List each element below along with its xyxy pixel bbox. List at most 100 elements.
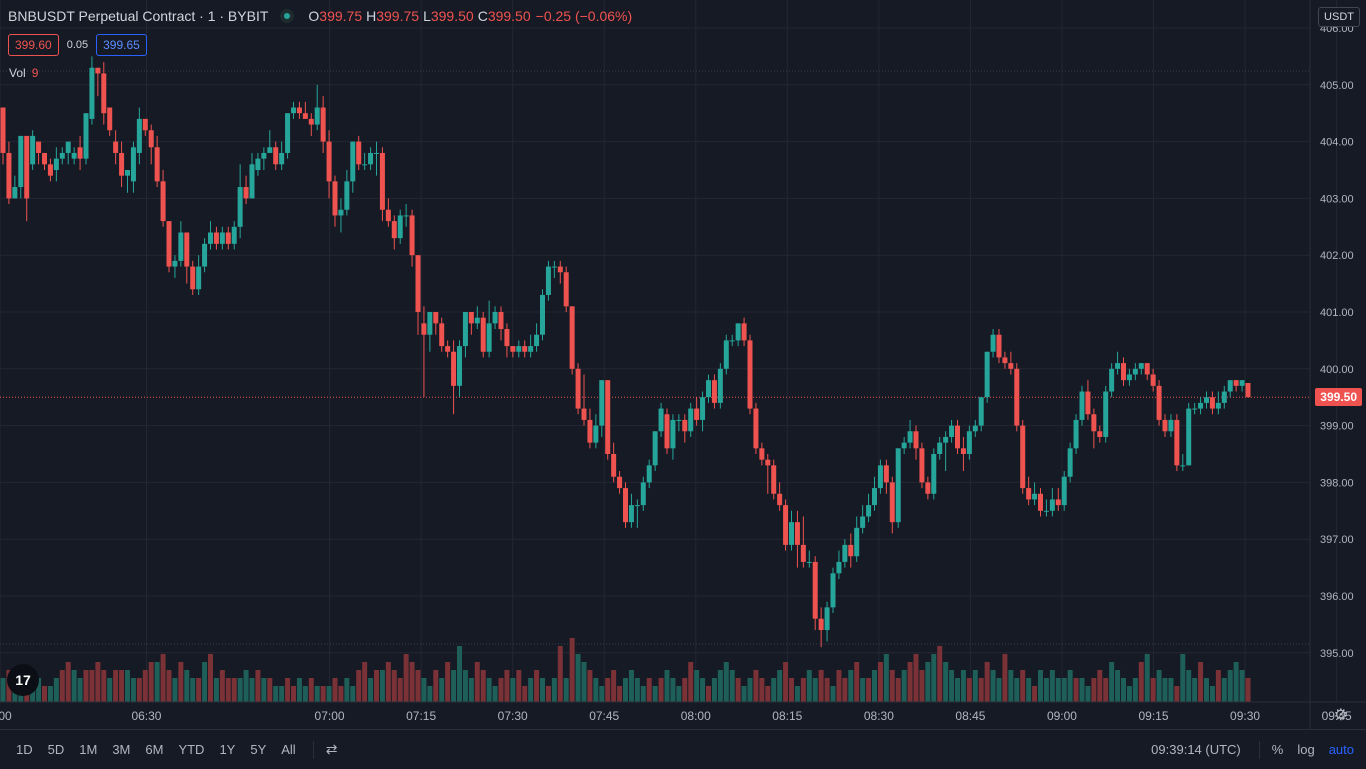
candle-body [682,419,688,432]
volume-bar [166,670,172,702]
candle-body [1008,363,1014,369]
volume-bar [53,678,59,702]
candle-body [225,232,231,244]
candle [522,340,528,358]
candle [866,493,872,523]
candle-body [1168,419,1174,432]
time-tick-label: 06:30 [131,709,161,723]
volume-bar [113,670,119,702]
range-1d-button[interactable]: 1D [16,742,33,757]
ohlc-low-value: 399.50 [430,8,474,24]
candle-body [1198,402,1204,409]
volume-bar [59,670,65,702]
volume-bar [1227,670,1233,702]
auto-scale-button[interactable]: auto [1328,742,1354,757]
sell-price-button[interactable]: 399.60 [8,34,59,56]
price-tick-label: 396.00 [1320,591,1354,603]
candle [640,476,646,511]
volume-bar [95,662,101,702]
volume-bar [1097,670,1103,702]
volume-bar [332,678,338,702]
volume-bar [658,678,664,702]
volume-bar [646,678,652,702]
volume-bar [872,670,877,702]
volume-bar [569,638,575,702]
candle [1186,402,1192,466]
candle [676,414,682,432]
price-tick-label: 404.00 [1320,137,1354,149]
volume-bar [1209,686,1215,702]
volume-bar [1186,670,1192,702]
candle-body [249,164,255,199]
volume-bar [545,686,551,702]
candle-body [777,493,783,506]
candle [403,204,409,227]
range-all-button[interactable]: All [281,742,296,757]
price-chart[interactable]: 406.00405.00404.00403.00402.00401.00400.… [0,0,1366,730]
candle-body [658,408,664,432]
volume-bar [996,678,1002,702]
utc-clock[interactable]: 09:39:14 (UTC) [1151,742,1241,757]
candle [504,323,510,358]
candle [960,436,966,472]
tradingview-logo-icon[interactable]: 17 [7,664,39,696]
candle [101,62,107,125]
candle-body [279,152,285,165]
candle [113,130,119,165]
volume-bar [1008,670,1014,702]
volume-bar [883,654,889,702]
range-3m-button[interactable]: 3M [112,742,131,757]
candle-body [427,312,433,335]
range-ytd-button[interactable]: YTD [178,742,205,757]
candle [136,107,142,165]
candle-body [1103,391,1109,437]
candle [255,152,261,176]
percent-scale-button[interactable]: % [1271,742,1284,757]
candle [332,175,338,227]
candle [462,312,468,358]
candle [860,505,866,534]
candle [634,499,640,528]
candle [996,329,1002,364]
candle-body [972,425,978,432]
ohlc-high-value: 399.75 [376,8,420,24]
candle [1227,380,1233,398]
candle-body [540,294,545,335]
range-5y-button[interactable]: 5Y [250,742,267,757]
candle [296,101,302,119]
time-tick-label: 08:45 [955,709,985,723]
candle [1061,471,1067,511]
candle [955,419,960,454]
candle-body [599,380,605,426]
volume-bar [1026,678,1032,702]
volume-bar [599,686,605,702]
volume-bar [1085,686,1091,702]
currency-badge[interactable]: USDT [1318,7,1360,27]
compare-icon[interactable]: ⇄ [325,741,338,757]
candle-body [391,221,397,239]
time-tick-label: 09:30 [1230,709,1260,723]
candle [196,255,202,295]
volume-bar [433,670,439,702]
buy-price-button[interactable]: 399.65 [96,34,147,56]
volume-bar [830,686,836,702]
volume-bar [563,678,569,702]
volume-bar [789,678,794,702]
volume-bar [350,686,356,702]
volume-bar [1204,678,1209,702]
log-scale-button[interactable]: log [1297,742,1315,757]
candle-body [931,454,937,494]
volume-bar [824,678,830,702]
candle [1233,380,1239,392]
candle [1097,425,1103,443]
volume-bar [723,662,729,702]
range-5d-button[interactable]: 5D [47,742,65,757]
range-1y-button[interactable]: 1Y [219,742,236,757]
candle [1198,397,1204,415]
gear-icon[interactable]: ⚙ [1333,707,1348,724]
range-1m-button[interactable]: 1M [79,742,98,757]
range-6m-button[interactable]: 6M [145,742,164,757]
candle-body [344,181,350,210]
market-status-icon[interactable] [280,9,295,23]
candle-body [1085,391,1091,415]
